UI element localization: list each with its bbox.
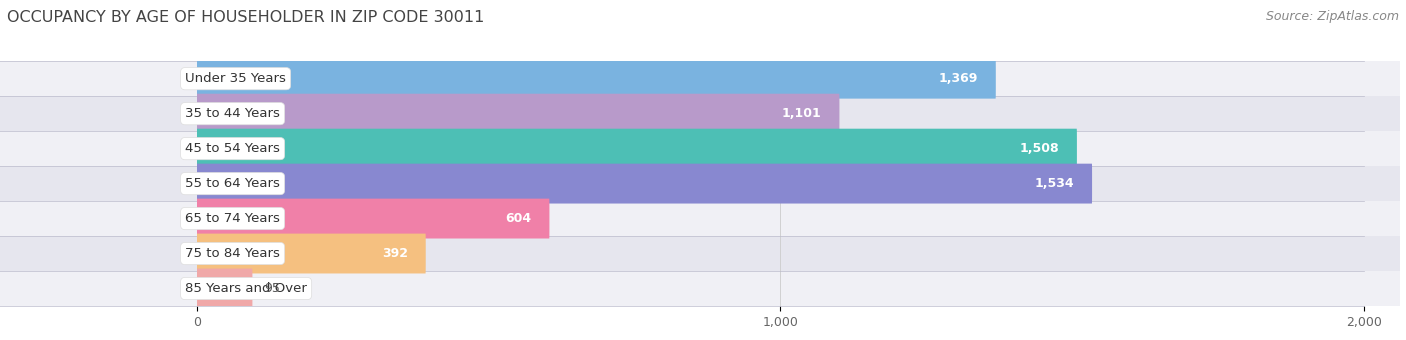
FancyBboxPatch shape	[197, 59, 995, 99]
Text: 1,508: 1,508	[1019, 142, 1059, 155]
FancyBboxPatch shape	[197, 269, 253, 308]
Text: Source: ZipAtlas.com: Source: ZipAtlas.com	[1265, 10, 1399, 23]
FancyBboxPatch shape	[0, 201, 1400, 236]
FancyBboxPatch shape	[0, 166, 1400, 201]
FancyBboxPatch shape	[197, 129, 1077, 169]
Text: OCCUPANCY BY AGE OF HOUSEHOLDER IN ZIP CODE 30011: OCCUPANCY BY AGE OF HOUSEHOLDER IN ZIP C…	[7, 10, 485, 25]
Text: 604: 604	[506, 212, 531, 225]
FancyBboxPatch shape	[0, 131, 1400, 166]
Text: 55 to 64 Years: 55 to 64 Years	[186, 177, 280, 190]
FancyBboxPatch shape	[0, 61, 1400, 96]
Text: 75 to 84 Years: 75 to 84 Years	[186, 247, 280, 260]
FancyBboxPatch shape	[197, 94, 839, 134]
Text: 1,101: 1,101	[782, 107, 821, 120]
Text: 1,534: 1,534	[1035, 177, 1074, 190]
Text: 95: 95	[264, 282, 280, 295]
Text: 65 to 74 Years: 65 to 74 Years	[186, 212, 280, 225]
Text: Under 35 Years: Under 35 Years	[186, 72, 285, 85]
Text: 1,369: 1,369	[939, 72, 979, 85]
FancyBboxPatch shape	[0, 236, 1400, 271]
Text: 35 to 44 Years: 35 to 44 Years	[186, 107, 280, 120]
FancyBboxPatch shape	[0, 96, 1400, 131]
FancyBboxPatch shape	[0, 271, 1400, 306]
FancyBboxPatch shape	[197, 199, 550, 238]
Text: 45 to 54 Years: 45 to 54 Years	[186, 142, 280, 155]
FancyBboxPatch shape	[197, 234, 426, 273]
FancyBboxPatch shape	[197, 164, 1092, 204]
Text: 85 Years and Over: 85 Years and Over	[186, 282, 307, 295]
Text: 392: 392	[382, 247, 408, 260]
